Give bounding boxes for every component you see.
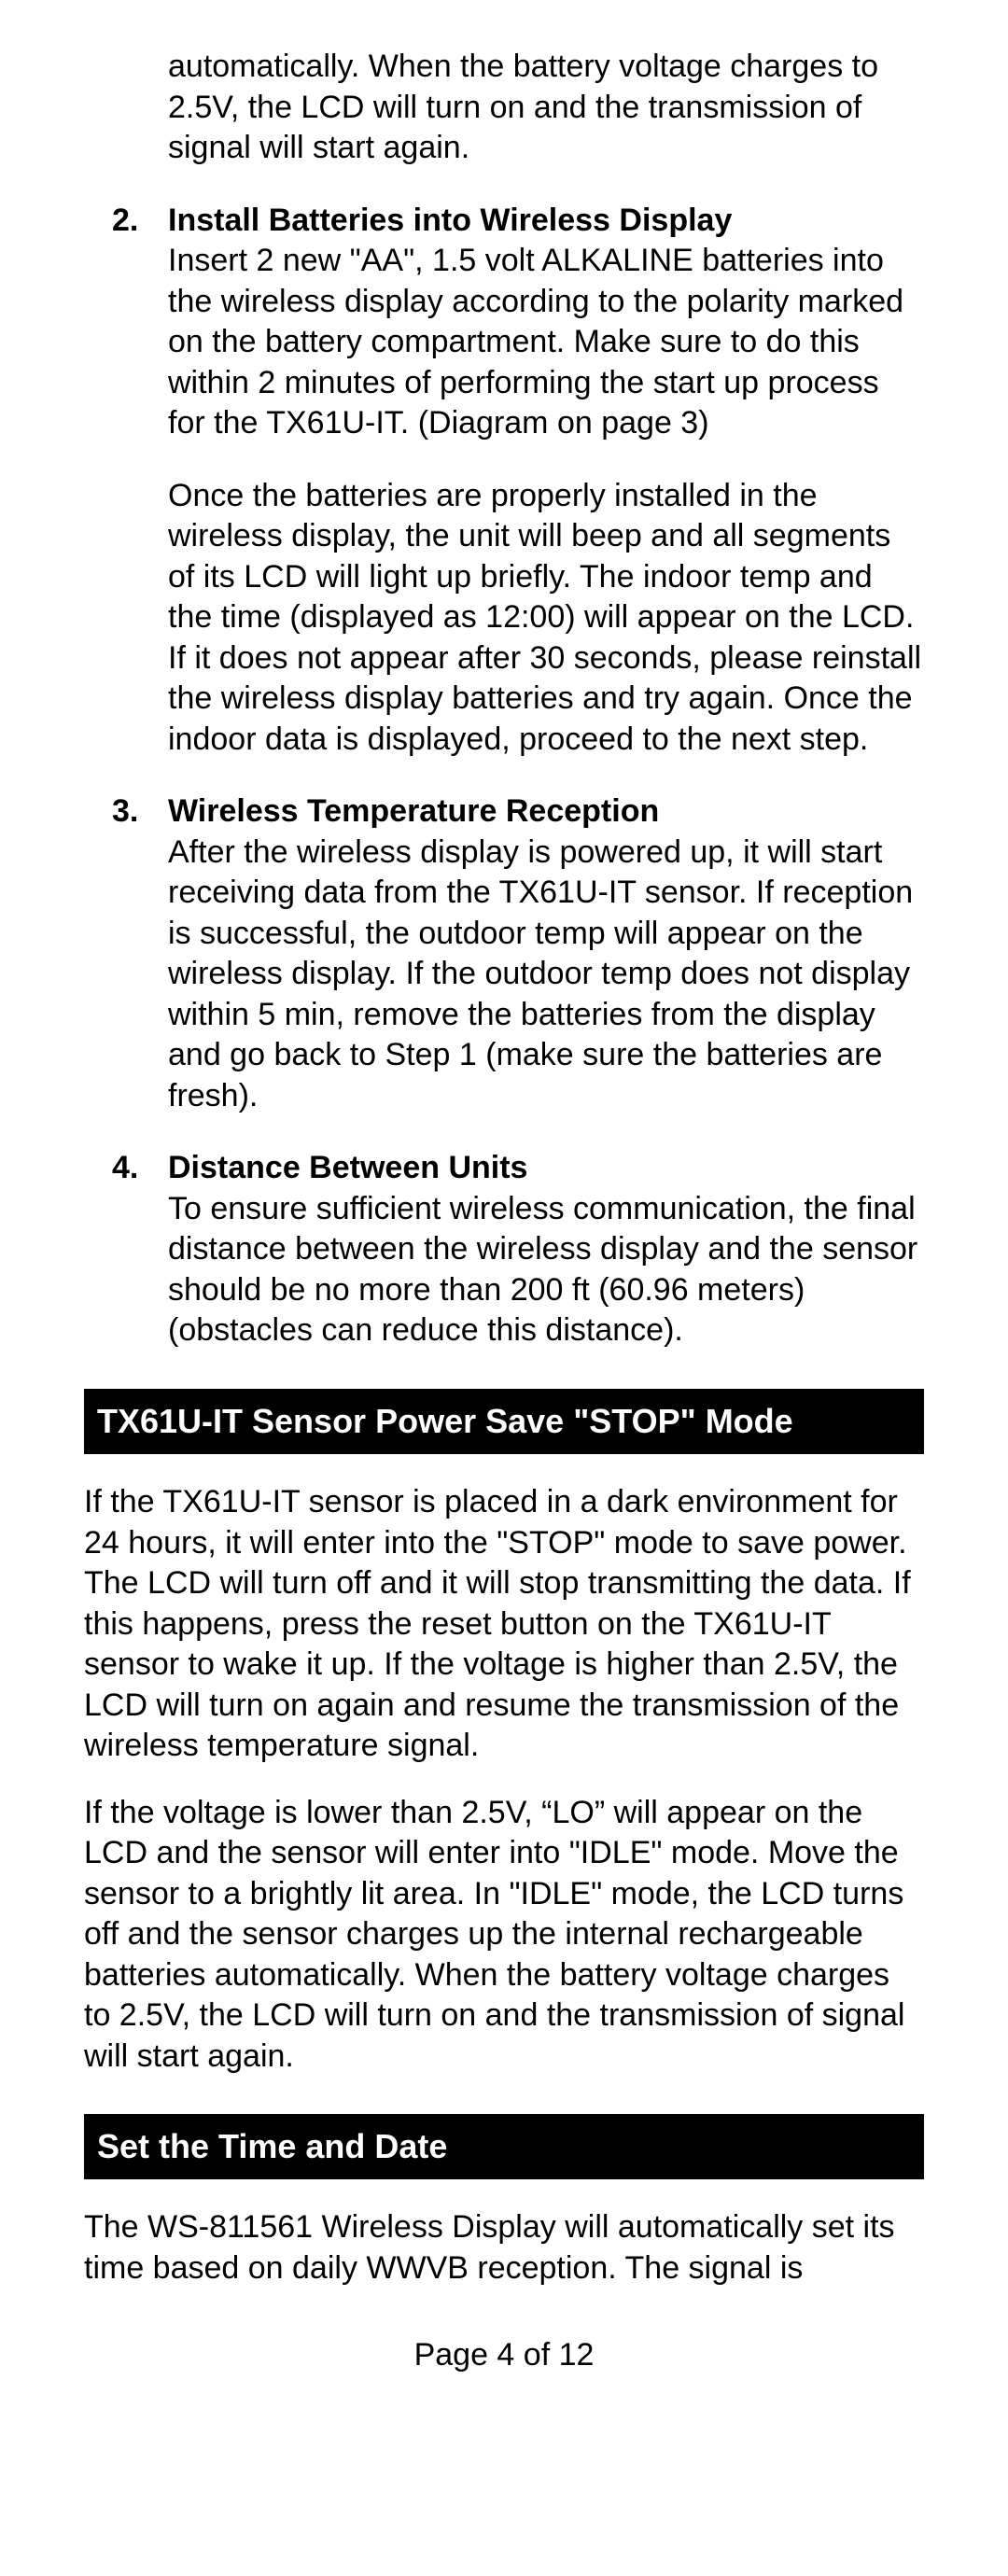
page-footer: Page 4 of 12 (84, 2335, 924, 2376)
list-number: 4. (112, 1148, 168, 1351)
section1-para-2: If the voltage is lower than 2.5V, “LO” … (84, 1793, 924, 2078)
list-item-para: Insert 2 new "AA", 1.5 volt ALKALINE bat… (168, 243, 903, 441)
section-header-time-date: Set the Time and Date (84, 2114, 924, 2179)
section-header-stop-mode: TX61U-IT Sensor Power Save "STOP" Mode (84, 1389, 924, 1454)
list-body: Wireless Temperature Reception After the… (168, 791, 924, 1116)
list-body: Install Batteries into Wireless Display … (168, 201, 924, 444)
list-item-para: To ensure sufficient wireless communicat… (168, 1191, 917, 1349)
section1-para-1: If the TX61U-IT sensor is placed in a da… (84, 1482, 924, 1767)
list-item-para: After the wireless display is powered up… (168, 834, 913, 1113)
list-number: 3. (112, 791, 168, 1116)
list-item-2: 2. Install Batteries into Wireless Displ… (112, 201, 924, 444)
intro-continuation-text: automatically. When the battery voltage … (168, 47, 924, 169)
section2-para-1: The WS-811561 Wireless Display will auto… (84, 2207, 924, 2289)
list-item-title: Distance Between Units (168, 1150, 527, 1185)
document-page: automatically. When the battery voltage … (0, 0, 1008, 2576)
list-item-title: Install Batteries into Wireless Display (168, 203, 732, 238)
list-body: Distance Between Units To ensure suffici… (168, 1148, 924, 1351)
list-item-3: 3. Wireless Temperature Reception After … (112, 791, 924, 1116)
list-number: 2. (112, 201, 168, 444)
list-item-title: Wireless Temperature Reception (168, 793, 659, 829)
list-item-4: 4. Distance Between Units To ensure suff… (112, 1148, 924, 1351)
list-item-2-para-2: Once the batteries are properly installe… (168, 476, 924, 761)
